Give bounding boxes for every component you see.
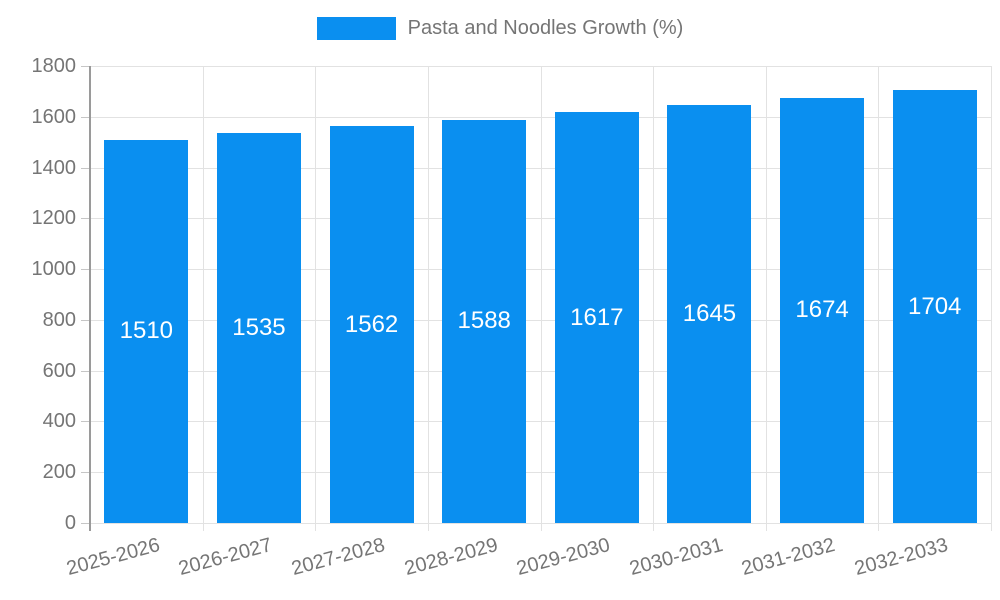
- x-axis-tick-label: 2028-2029: [401, 534, 500, 581]
- x-axis-tick: [315, 523, 317, 531]
- gridline-vertical: [202, 66, 204, 523]
- x-axis-tick: [427, 523, 429, 531]
- y-axis-tick-label: 600: [42, 359, 76, 382]
- y-axis-line: [89, 66, 91, 531]
- gridline-vertical: [878, 66, 880, 523]
- legend-label: Pasta and Noodles Growth (%): [407, 17, 684, 39]
- y-axis-tick: [81, 370, 90, 372]
- bar-value-label: 1704: [907, 292, 962, 320]
- bar-2027-2028[interactable]: [329, 126, 414, 523]
- x-axis-tick-label: 2025-2026: [63, 534, 163, 581]
- y-axis-tick-label: 1800: [31, 55, 77, 77]
- bar-2029-2030[interactable]: [554, 112, 639, 523]
- bar-2025-2026[interactable]: [104, 139, 189, 523]
- bar-2030-2031[interactable]: [667, 105, 752, 523]
- x-axis-tick-label: 2031-2032: [739, 534, 838, 581]
- y-axis-tick: [81, 66, 90, 67]
- x-axis-tick: [878, 523, 880, 531]
- y-axis-tick-label: 1000: [31, 258, 77, 281]
- x-axis-tick-label: 2032-2033: [852, 534, 951, 581]
- gridline-vertical: [765, 66, 767, 523]
- y-axis-tick-label: 800: [42, 308, 76, 331]
- x-axis-tick-label: 2027-2028: [289, 534, 388, 581]
- y-axis-tick-label: 200: [42, 461, 76, 484]
- bar-2032-2033[interactable]: [892, 90, 977, 523]
- gridline-vertical: [427, 66, 429, 523]
- y-axis-tick: [81, 269, 90, 271]
- x-axis-tick: [540, 523, 542, 531]
- gridline-vertical: [991, 66, 992, 523]
- gridline-vertical: [540, 66, 542, 523]
- bar-2031-2032[interactable]: [780, 97, 865, 523]
- x-axis-tick: [653, 523, 655, 531]
- x-axis-tick: [991, 523, 992, 531]
- y-axis-tick: [81, 218, 90, 220]
- bar-value-label: 1588: [457, 307, 511, 335]
- bar-value-label: 1617: [570, 303, 624, 331]
- y-axis-tick: [81, 421, 90, 423]
- bar-value-label: 1645: [682, 300, 737, 328]
- y-axis-tick-label: 1200: [31, 207, 77, 230]
- y-axis-tick: [81, 472, 90, 474]
- x-axis-tick-label: 2026-2027: [176, 534, 275, 581]
- y-axis-tick-label: 400: [42, 410, 76, 433]
- y-axis-tick: [81, 116, 90, 118]
- y-axis-tick: [81, 319, 90, 321]
- x-axis-tick: [765, 523, 767, 531]
- bar-value-label: 1535: [232, 314, 286, 342]
- bar-2026-2027[interactable]: [216, 133, 301, 523]
- x-axis-tick-label: 2030-2031: [627, 534, 726, 581]
- bar-value-label: 1510: [119, 317, 174, 345]
- x-axis-tick-label: 2029-2030: [514, 534, 613, 581]
- y-axis-tick-label: 1600: [31, 105, 77, 128]
- legend-swatch-icon: [316, 17, 396, 40]
- y-axis-tick-label: 0: [64, 512, 76, 534]
- gridline-vertical: [315, 66, 317, 523]
- gridline-vertical: [653, 66, 655, 523]
- chart-legend[interactable]: Pasta and Noodles Growth (%): [0, 17, 1000, 40]
- bar-2028-2029[interactable]: [442, 119, 527, 523]
- bar-value-label: 1562: [344, 310, 399, 338]
- y-axis-tick: [81, 523, 90, 524]
- x-axis-tick: [202, 523, 204, 531]
- y-axis-tick-label: 1400: [31, 156, 77, 179]
- y-axis-tick: [81, 167, 90, 169]
- bar-value-label: 1674: [795, 296, 849, 324]
